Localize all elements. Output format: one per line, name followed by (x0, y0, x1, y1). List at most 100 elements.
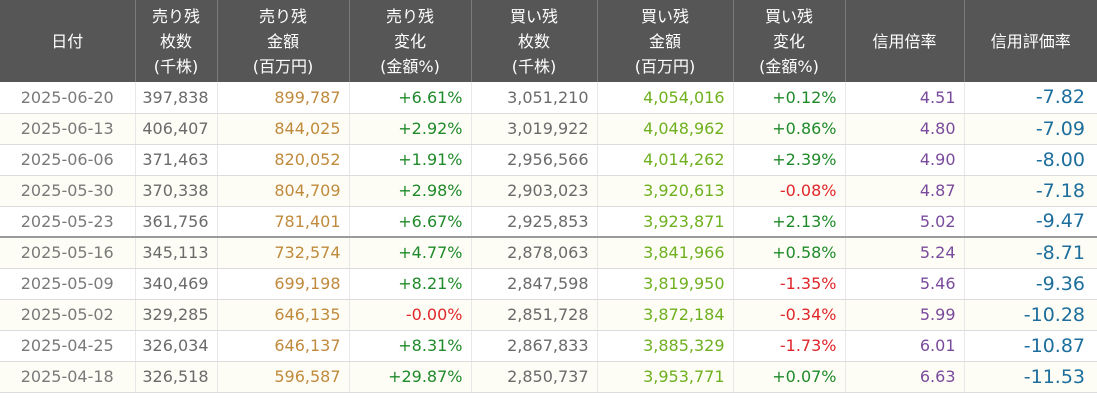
header-line: 変化 (772, 31, 805, 51)
buy-change-header: 買い残 変化 (金額%) (733, 0, 846, 82)
buy-amount-cell: 3,953,771 (597, 361, 734, 393)
buy-shares-cell: 3,051,210 (471, 82, 598, 114)
sell-shares-cell: 370,338 (135, 175, 218, 207)
sell-amount-cell: 596,587 (217, 361, 350, 393)
buy-shares-cell: 2,867,833 (471, 330, 598, 362)
credit-ratio-cell: 5.02 (845, 206, 965, 238)
buy-change-cell: +0.58% (733, 237, 846, 269)
credit-valuation-cell: -11.53 (964, 361, 1097, 393)
sell-shares-cell: 361,756 (135, 206, 218, 238)
buy-change-cell: +0.07% (733, 361, 846, 393)
table-row: 2025-06-13 406,407 844,025 +2.92% 3,019,922 4… (0, 113, 1097, 145)
credit-valuation-cell: -10.28 (964, 299, 1097, 331)
buy-shares-header: 買い残 枚数 (千株) (471, 0, 598, 82)
header-line: 信用倍率 (872, 31, 937, 51)
table-header: 日付 売り残 枚数 (千株) 売り残 金額 (百万円) 売り残 変化 (金額%) 買い残 枚数 (千株)… (0, 0, 1097, 82)
date-cell: 2025-04-18 (0, 361, 136, 393)
buy-amount-header: 買い残 金額 (百万円) (597, 0, 734, 82)
buy-amount-cell: 3,819,950 (597, 268, 734, 300)
credit-valuation-cell: -7.82 (964, 82, 1097, 114)
buy-amount-cell: 4,014,262 (597, 144, 734, 176)
buy-change-cell: +0.86% (733, 113, 846, 145)
table-body: 2025-06-20 397,838 899,787 +6.61% 3,051,210 4… (0, 82, 1097, 393)
date-cell: 2025-05-16 (0, 237, 136, 269)
margin-balance-table: 日付 売り残 枚数 (千株) 売り残 金額 (百万円) 売り残 変化 (金額%) 買い残 枚数 (千株)… (0, 0, 1097, 393)
header-line: 売り残 (151, 6, 200, 26)
date-cell: 2025-04-25 (0, 330, 136, 362)
buy-change-cell: -1.73% (733, 330, 846, 362)
sell-shares-cell: 326,034 (135, 330, 218, 362)
credit-ratio-cell: 5.99 (845, 299, 965, 331)
buy-amount-cell: 3,885,329 (597, 330, 734, 362)
credit-ratio-cell: 6.63 (845, 361, 965, 393)
sell-shares-cell: 345,113 (135, 237, 218, 269)
header-line: 買い残 (640, 6, 689, 26)
date-cell: 2025-06-13 (0, 113, 136, 145)
buy-amount-cell: 3,872,184 (597, 299, 734, 331)
credit-valuation-cell: -9.36 (964, 268, 1097, 300)
credit-ratio-cell: 6.01 (845, 330, 965, 362)
table-row: 2025-06-06 371,463 820,052 +1.91% 2,956,566 4… (0, 144, 1097, 176)
date-cell: 2025-06-06 (0, 144, 136, 176)
sell-change-header: 売り残 変化 (金額%) (349, 0, 472, 82)
sell-change-cell: +29.87% (349, 361, 472, 393)
buy-amount-cell: 4,048,962 (597, 113, 734, 145)
header-line: 売り残 (258, 6, 307, 26)
table-row: 2025-05-16 345,113 732,574 +4.77% 2,878,063 3… (0, 237, 1097, 269)
table-row: 2025-05-02 329,285 646,135 -0.00% 2,851,728 3… (0, 299, 1097, 331)
header-line: 変化 (393, 31, 426, 51)
sell-amount-cell: 646,137 (217, 330, 350, 362)
sell-amount-cell: 646,135 (217, 299, 350, 331)
table-row: 2025-06-20 397,838 899,787 +6.61% 3,051,210 4… (0, 82, 1097, 114)
sell-shares-cell: 340,469 (135, 268, 218, 300)
sell-change-cell: +1.91% (349, 144, 472, 176)
buy-shares-cell: 2,850,737 (471, 361, 598, 393)
credit-valuation-cell: -7.09 (964, 113, 1097, 145)
table-row: 2025-05-23 361,756 781,401 +6.67% 2,925,853 3… (0, 206, 1097, 238)
credit-ratio-cell: 4.90 (845, 144, 965, 176)
sell-change-cell: +8.21% (349, 268, 472, 300)
header-line: (千株) (511, 56, 557, 76)
buy-amount-cell: 3,920,613 (597, 175, 734, 207)
credit-valuation-cell: -9.47 (964, 206, 1097, 238)
header-line: 金額 (648, 31, 681, 51)
sell-change-cell: -0.00% (349, 299, 472, 331)
credit-ratio-cell: 5.46 (845, 268, 965, 300)
sell-change-cell: +4.77% (349, 237, 472, 269)
sell-amount-header: 売り残 金額 (百万円) (217, 0, 350, 82)
buy-change-cell: -1.35% (733, 268, 846, 300)
sell-shares-cell: 329,285 (135, 299, 218, 331)
table-row: 2025-05-30 370,338 804,709 +2.98% 2,903,023 3… (0, 175, 1097, 207)
header-line: (千株) (153, 56, 199, 76)
header-line: 買い残 (764, 6, 813, 26)
date-cell: 2025-05-30 (0, 175, 136, 207)
table-row: 2025-04-18 326,518 596,587 +29.87% 2,850,737… (0, 361, 1097, 393)
date-cell: 2025-05-09 (0, 268, 136, 300)
sell-amount-cell: 844,025 (217, 113, 350, 145)
date-cell: 2025-05-23 (0, 206, 136, 238)
sell-shares-cell: 397,838 (135, 82, 218, 114)
credit-valuation-cell: -8.71 (964, 237, 1097, 269)
buy-shares-cell: 2,851,728 (471, 299, 598, 331)
sell-amount-cell: 732,574 (217, 237, 350, 269)
credit-valuation-cell: -8.00 (964, 144, 1097, 176)
buy-shares-cell: 2,878,063 (471, 237, 598, 269)
buy-change-cell: +2.39% (733, 144, 846, 176)
buy-change-cell: +2.13% (733, 206, 846, 238)
buy-change-cell: -0.34% (733, 299, 846, 331)
credit-ratio-cell: 4.87 (845, 175, 965, 207)
header-line: 信用評価率 (990, 31, 1071, 51)
sell-shares-cell: 326,518 (135, 361, 218, 393)
credit-ratio-cell: 4.80 (845, 113, 965, 145)
buy-change-cell: -0.08% (733, 175, 846, 207)
buy-shares-cell: 2,847,598 (471, 268, 598, 300)
sell-change-cell: +8.31% (349, 330, 472, 362)
credit-valuation-cell: -7.18 (964, 175, 1097, 207)
credit-ratio-header: 信用倍率 (845, 0, 965, 82)
date-header: 日付 (0, 0, 136, 82)
header-line: (金額%) (380, 56, 440, 76)
date-cell: 2025-05-02 (0, 299, 136, 331)
sell-change-cell: +6.67% (349, 206, 472, 238)
sell-change-cell: +2.92% (349, 113, 472, 145)
credit-valuation-header: 信用評価率 (964, 0, 1097, 82)
